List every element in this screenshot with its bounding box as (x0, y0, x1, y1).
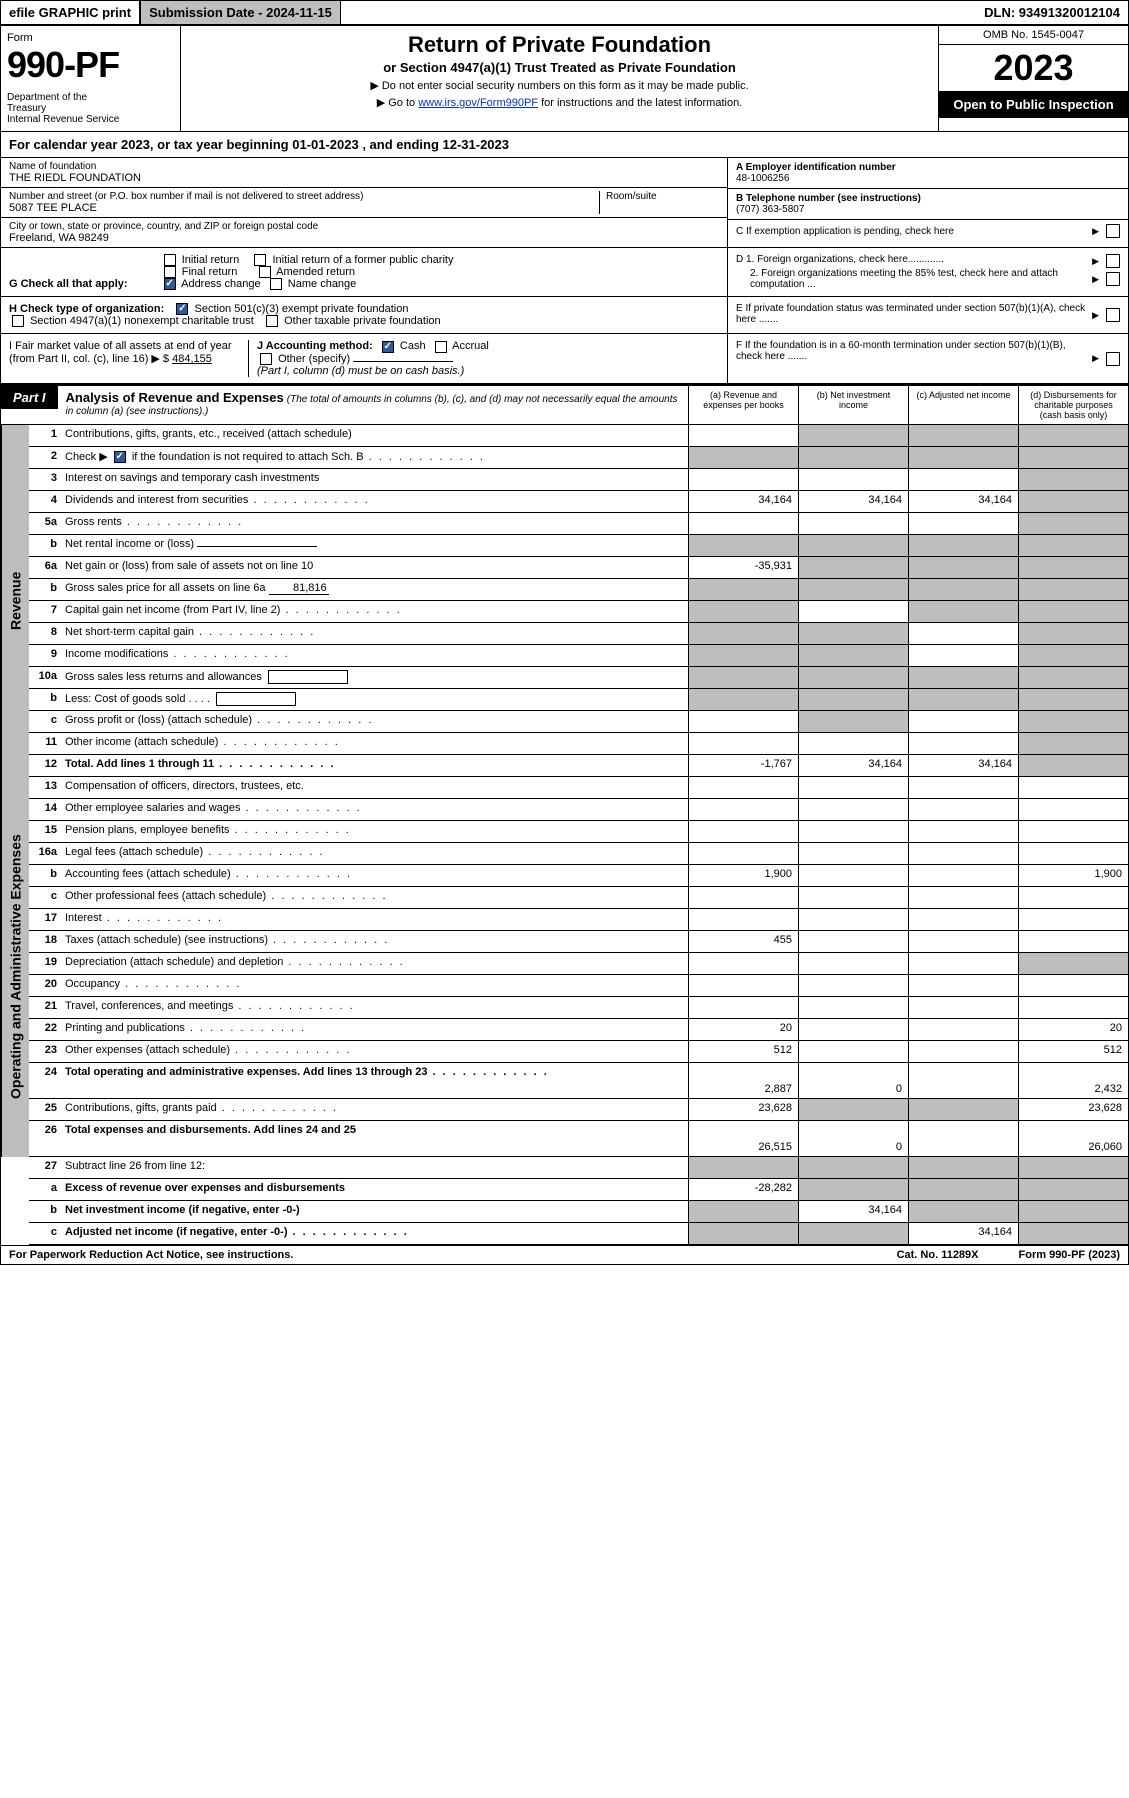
checkbox-initial[interactable] (164, 254, 176, 266)
expense-rows: 13Compensation of officers, directors, t… (29, 777, 1128, 1157)
irs-link[interactable]: www.irs.gov/Form990PF (418, 97, 538, 109)
header-right: OMB No. 1545-0047 2023 Open to Public In… (938, 26, 1128, 131)
section-g: G Check all that apply: Initial return I… (1, 248, 728, 296)
city-cell: City or town, state or province, country… (1, 218, 727, 247)
checkbox-c[interactable] (1106, 224, 1120, 238)
calendar-year: For calendar year 2023, or tax year begi… (1, 132, 1128, 158)
checkbox-name-change[interactable] (270, 278, 282, 290)
ein-section: A Employer identification number 48-1006… (728, 158, 1128, 189)
entity-right: A Employer identification number 48-1006… (728, 158, 1128, 247)
header-left: Form 990-PF Department of theTreasuryInt… (1, 26, 181, 131)
ein: 48-1006256 (736, 173, 789, 184)
expense-side-label: Operating and Administrative Expenses (1, 777, 29, 1157)
form-number: 990-PF (7, 44, 174, 86)
part1-title: Analysis of Revenue and Expenses (The to… (58, 386, 688, 421)
street-address: 5087 TEE PLACE (9, 202, 599, 214)
section-e: E If private foundation status was termi… (728, 297, 1128, 333)
arrow-icon (1092, 226, 1102, 237)
note-ssn: ▶ Do not enter social security numbers o… (187, 79, 932, 92)
checkbox-4947[interactable] (12, 315, 24, 327)
section-i: I Fair market value of all assets at end… (9, 340, 249, 376)
form-ref: Form 990-PF (2023) (1019, 1249, 1120, 1261)
column-headers: (a) Revenue and expenses per books (b) N… (688, 386, 1128, 424)
section-c: C If exemption application is pending, c… (728, 220, 1128, 242)
tax-year: 2023 (939, 45, 1128, 91)
efile-label: efile GRAPHIC print (1, 1, 141, 24)
form-subtitle: or Section 4947(a)(1) Trust Treated as P… (187, 60, 932, 75)
checkbox-501c3[interactable] (176, 303, 188, 315)
checkbox-d1[interactable] (1106, 254, 1120, 268)
omb-number: OMB No. 1545-0047 (939, 26, 1128, 45)
city-state-zip: Freeland, WA 98249 (9, 232, 719, 244)
footer: For Paperwork Reduction Act Notice, see … (1, 1245, 1128, 1264)
entity-left: Name of foundation THE RIEDL FOUNDATION … (1, 158, 728, 247)
department: Department of theTreasuryInternal Revenu… (7, 92, 174, 125)
catalog-number: Cat. No. 11289X (897, 1249, 979, 1261)
col-a-header: (a) Revenue and expenses per books (688, 386, 798, 424)
arrow-icon (1092, 353, 1102, 364)
line6b-amount: 81,816 (269, 582, 329, 595)
submission-date: Submission Date - 2024-11-15 (141, 1, 341, 24)
checkbox-f[interactable] (1106, 352, 1120, 366)
top-bar: efile GRAPHIC print Submission Date - 20… (1, 1, 1128, 26)
col-b-header: (b) Net investment income (798, 386, 908, 424)
checkbox-cash[interactable] (382, 341, 394, 353)
line27-rows: 27Subtract line 26 from line 12: aExcess… (1, 1157, 1128, 1245)
foundation-name: THE RIEDL FOUNDATION (9, 172, 719, 184)
address-cell: Number and street (or P.O. box number if… (1, 188, 727, 218)
foundation-name-cell: Name of foundation THE RIEDL FOUNDATION (1, 158, 727, 188)
checkbox-address-change[interactable] (164, 278, 176, 290)
revenue-side-label: Revenue (1, 425, 29, 777)
form-title: Return of Private Foundation (187, 32, 932, 58)
checkbox-sch-b[interactable] (114, 451, 126, 463)
checkbox-d2[interactable] (1106, 272, 1120, 286)
section-f: F If the foundation is in a 60-month ter… (728, 334, 1128, 382)
section-h: H Check type of organization: Section 50… (1, 297, 728, 333)
checkbox-other-method[interactable] (260, 353, 272, 365)
section-g-row: G Check all that apply: Initial return I… (1, 248, 1128, 297)
header-middle: Return of Private Foundation or Section … (181, 26, 938, 131)
checkbox-amended[interactable] (259, 266, 271, 278)
fmv-value: 484,155 (172, 353, 212, 365)
open-public: Open to Public Inspection (939, 91, 1128, 118)
dln: DLN: 93491320012104 (976, 1, 1128, 24)
part1-header: Part I Analysis of Revenue and Expenses … (1, 384, 1128, 425)
checkbox-accrual[interactable] (435, 341, 447, 353)
checkbox-e[interactable] (1106, 308, 1120, 322)
section-j: J Accounting method: Cash Accrual Other … (249, 340, 719, 376)
phone-section: B Telephone number (see instructions) (7… (728, 189, 1128, 220)
col-c-header: (c) Adjusted net income (908, 386, 1018, 424)
arrow-icon (1092, 274, 1102, 285)
arrow-icon (1092, 256, 1102, 267)
revenue-table: Revenue 1Contributions, gifts, grants, e… (1, 425, 1128, 777)
revenue-rows: 1Contributions, gifts, grants, etc., rec… (29, 425, 1128, 777)
part1-tag: Part I (1, 386, 58, 409)
note-link: ▶ Go to www.irs.gov/Form990PF for instru… (187, 96, 932, 109)
section-ij: I Fair market value of all assets at end… (1, 334, 728, 382)
section-ij-row: I Fair market value of all assets at end… (1, 334, 1128, 383)
form-container: efile GRAPHIC print Submission Date - 20… (0, 0, 1129, 1265)
arrow-icon (1092, 310, 1102, 321)
header: Form 990-PF Department of theTreasuryInt… (1, 26, 1128, 132)
checkbox-other-taxable[interactable] (266, 315, 278, 327)
form-label: Form (7, 32, 174, 44)
expense-table: Operating and Administrative Expenses 13… (1, 777, 1128, 1157)
checkbox-initial-former[interactable] (254, 254, 266, 266)
checkbox-final[interactable] (164, 266, 176, 278)
room-label: Room/suite (606, 191, 719, 202)
paperwork-notice: For Paperwork Reduction Act Notice, see … (9, 1249, 293, 1261)
section-h-row: H Check type of organization: Section 50… (1, 297, 1128, 334)
col-d-header: (d) Disbursements for charitable purpose… (1018, 386, 1128, 424)
phone: (707) 363-5807 (736, 204, 804, 215)
section-d: D 1. Foreign organizations, check here..… (728, 248, 1128, 296)
entity-info: Name of foundation THE RIEDL FOUNDATION … (1, 158, 1128, 248)
